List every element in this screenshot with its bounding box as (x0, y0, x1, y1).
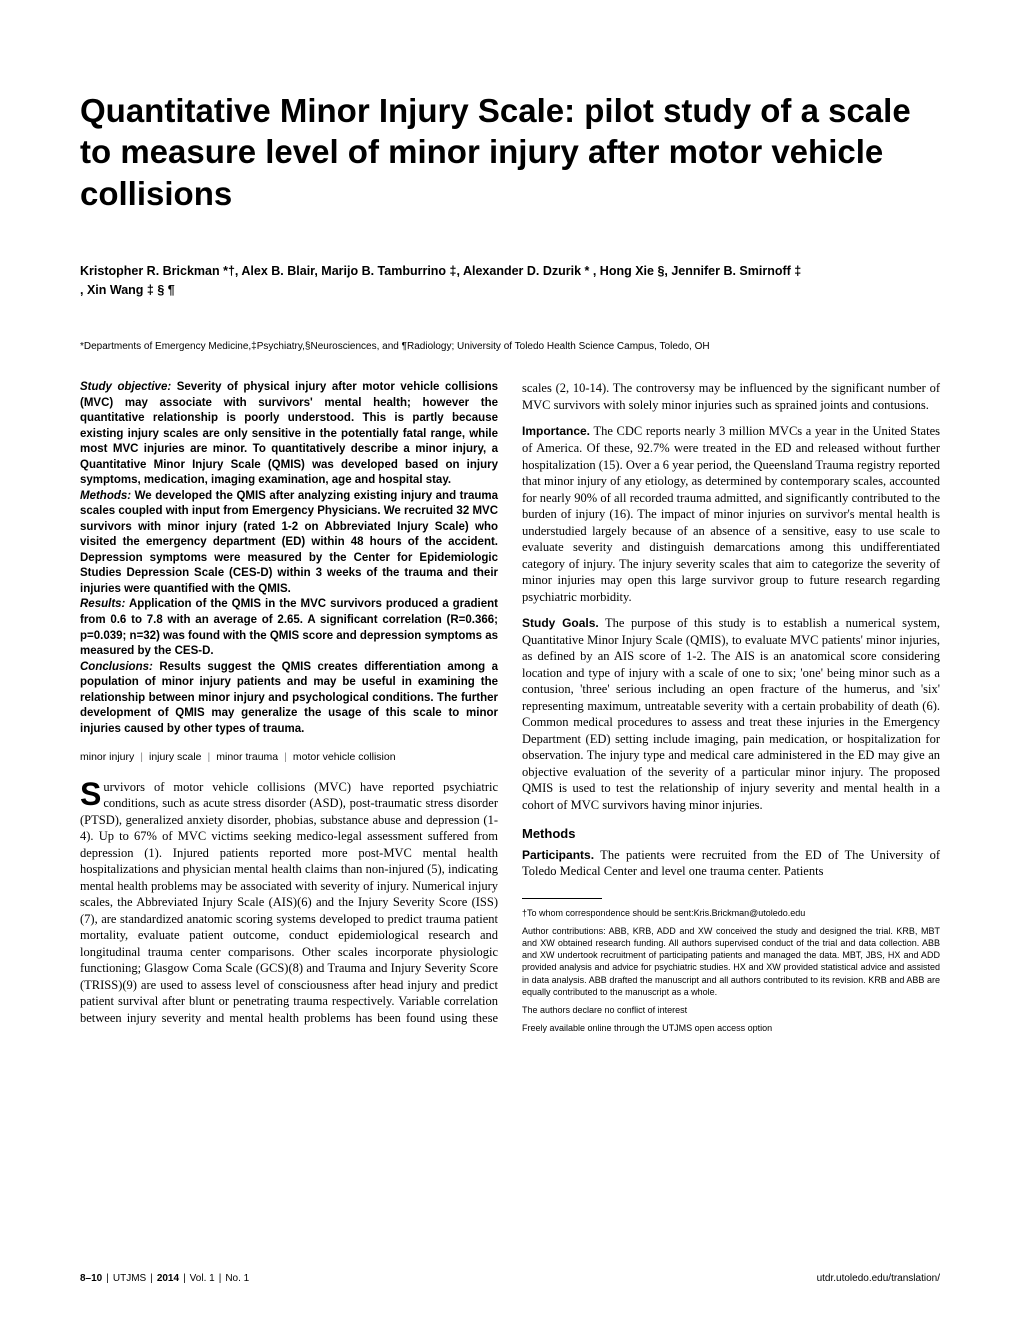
goals-paragraph: Study Goals. The purpose of this study i… (522, 615, 940, 813)
keyword-4: motor vehicle collision (293, 751, 396, 763)
importance-paragraph: Importance. The CDC reports nearly 3 mil… (522, 423, 940, 605)
author-list: Kristopher R. Brickman *†, Alex B. Blair… (80, 262, 940, 300)
footer-year: 2014 (157, 1273, 179, 1284)
abstract-objective-text: Severity of physical injury after motor … (80, 381, 498, 486)
abstract-conclusions-label: Conclusions: (80, 661, 153, 673)
methods-heading: Methods (522, 825, 940, 842)
conflict-note: The authors declare no conflict of inter… (522, 1004, 940, 1016)
keyword-3: minor trauma (216, 751, 278, 763)
dropcap: S (80, 779, 103, 808)
footnote-rule (522, 898, 602, 899)
keyword-1: minor injury (80, 751, 134, 763)
authors-line-2: , Xin Wang ‡ § ¶ (80, 283, 175, 297)
authors-line-1: Kristopher R. Brickman *†, Alex B. Blair… (80, 264, 801, 278)
correspondence-note: †To whom correspondence should be sent:K… (522, 907, 940, 919)
footer-left: 8–10|UTJMS|2014|Vol. 1|No. 1 (80, 1273, 249, 1284)
importance-label: Importance. (522, 424, 590, 438)
abstract: Study objective: Severity of physical in… (80, 380, 498, 737)
page-footer: 8–10|UTJMS|2014|Vol. 1|No. 1 utdr.utoled… (80, 1273, 940, 1284)
keyword-2: injury scale (149, 751, 202, 763)
contributions-note: Author contributions: ABB, KRB, ADD and … (522, 925, 940, 998)
participants-label: Participants. (522, 848, 594, 862)
abstract-results-label: Results: (80, 598, 125, 610)
abstract-methods-text: We developed the QMIS after analyzing ex… (80, 490, 498, 595)
footnotes: †To whom correspondence should be sent:K… (522, 907, 940, 1034)
goals-label: Study Goals. (522, 616, 599, 630)
participants-paragraph: Participants. The patients were recruite… (522, 847, 940, 880)
goals-text: The purpose of this study is to establis… (522, 616, 940, 812)
footer-pages: 8–10 (80, 1273, 102, 1284)
footer-vol: Vol. 1 (190, 1273, 215, 1284)
article-columns: Study objective: Severity of physical in… (80, 380, 940, 1034)
affiliations: *Departments of Emergency Medicine,‡Psyc… (80, 341, 940, 352)
footer-right: utdr.utoledo.edu/translation/ (817, 1273, 940, 1284)
keywords: minor injury|injury scale|minor trauma|m… (80, 751, 498, 765)
article-title: Quantitative Minor Injury Scale: pilot s… (80, 90, 940, 214)
access-note: Freely available online through the UTJM… (522, 1022, 940, 1034)
importance-text: The CDC reports nearly 3 million MVCs a … (522, 424, 940, 603)
abstract-methods-label: Methods: (80, 490, 131, 502)
abstract-results-text: Application of the QMIS in the MVC survi… (80, 598, 498, 657)
abstract-objective-label: Study objective: (80, 381, 171, 393)
footer-journal: UTJMS (113, 1273, 146, 1284)
footer-no: No. 1 (225, 1273, 249, 1284)
